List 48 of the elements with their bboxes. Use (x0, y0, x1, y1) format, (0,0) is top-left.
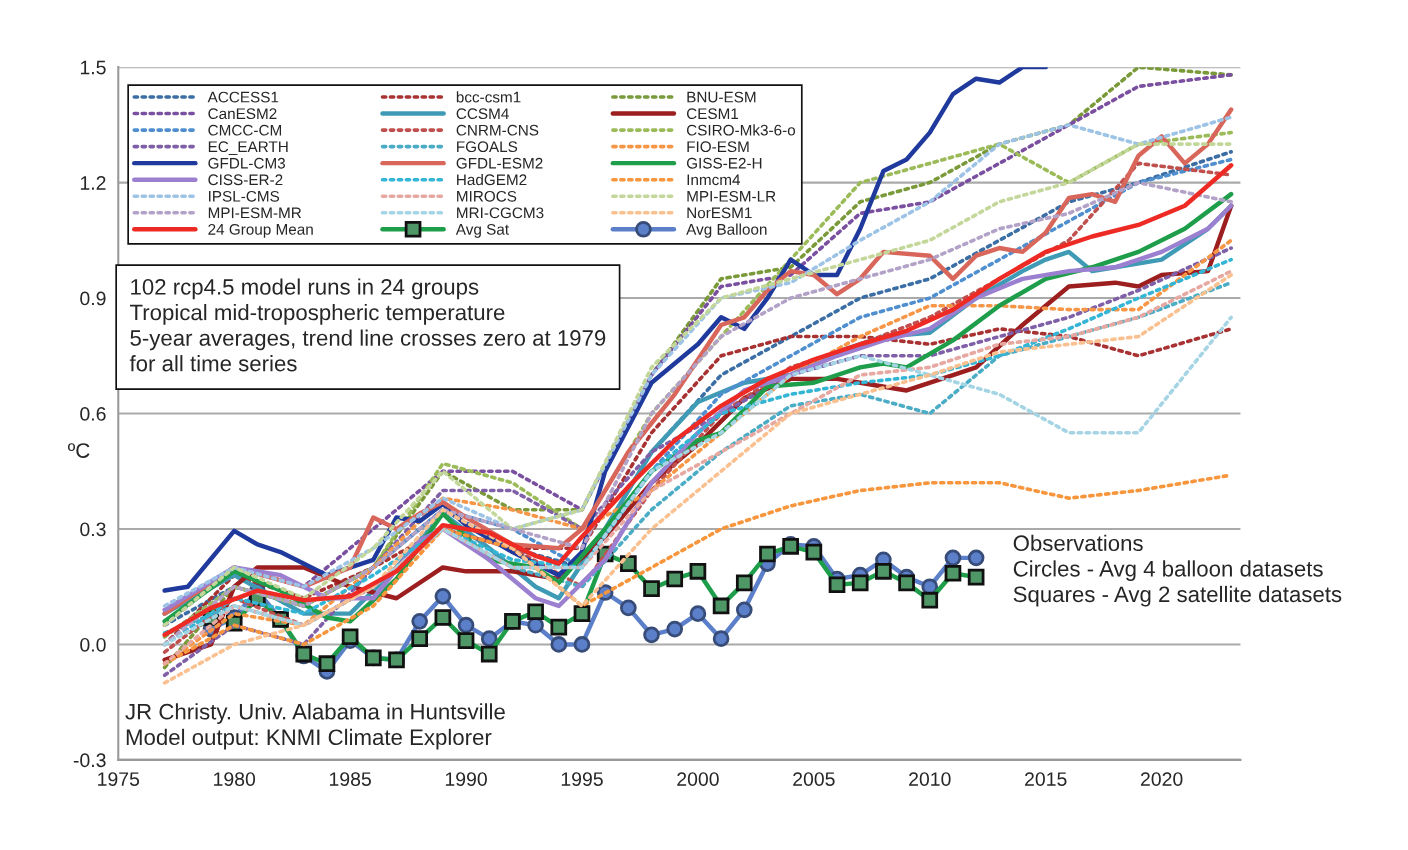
x-tick-label: 2020 (1140, 772, 1183, 786)
x-tick-label: 1975 (98, 772, 140, 786)
x-tick-label: 1995 (561, 772, 603, 786)
legend-label: GISS-E2-H (686, 157, 762, 169)
legend-label: Inmcm4 (687, 174, 741, 186)
legend-label: CCSM4 (456, 108, 509, 120)
y-axis-title: ºC (67, 443, 90, 458)
legend-label: ACCESS1 (207, 91, 279, 103)
legend-label: HadGEM2 (457, 173, 527, 186)
legend-label: CanESM2 (208, 108, 277, 120)
legend-label: 24 Group Mean (208, 223, 313, 238)
y-tick-label: -0.3 (73, 753, 106, 768)
legend-label: Avg Balloon (686, 223, 767, 238)
y-tick-label: 0.0 (80, 637, 106, 652)
annotation: Observations Circles - Avg 4 balloon datasets Squares - Avg 2 satellite datasets (1013, 534, 1342, 607)
y-tick-label: 0.3 (80, 522, 106, 537)
y-tick-label: 0.9 (80, 291, 106, 306)
annotation: 102 rcp4.5 model runs in 24 groups Tropical mid-tropospheric temperature 5-year averages, trend line crosses zero at 1979 for all time series (129, 278, 606, 372)
legend-label: MIROCS (457, 190, 517, 202)
legend-label: IPSL-CMS (209, 190, 280, 202)
x-tick-label: 2015 (1025, 772, 1067, 786)
legend-label: GFDL-ESM2 (456, 157, 543, 169)
legend-label: MPI-ESM-LR (687, 190, 776, 202)
legend-label: NorESM1 (687, 207, 752, 219)
legend-label: FGOALS (457, 141, 518, 153)
y-tick-label: 0.6 (80, 406, 106, 421)
y-tick-label: 1.5 (80, 60, 106, 75)
legend-label: CNRM-CNS (456, 124, 539, 136)
legend-label: GFDL-CM3 (208, 157, 286, 169)
legend-label: bcc-csm1 (456, 91, 521, 103)
x-tick-label: 2010 (909, 772, 951, 786)
legend-label: CESM1 (686, 108, 739, 120)
x-tick-label: 2000 (677, 772, 719, 786)
annotation: JR Christy. Univ. Alabama in Huntsville Model output: KNMI Climate Explorer (125, 703, 505, 750)
legend-label: CMCC-CM (208, 124, 282, 136)
y-tick-label: 1.2 (80, 176, 106, 190)
legend-label: EC_EARTH (208, 141, 288, 155)
legend-label: BNU-ESM (687, 91, 756, 103)
legend-label: MPI-ESM-MR (208, 207, 302, 219)
legend-label: CISS-ER-2 (208, 174, 283, 186)
legend-label: MRI-CGCM3 (457, 207, 544, 219)
x-tick-label: 2005 (793, 772, 835, 786)
legend-label: Avg Sat (455, 223, 509, 238)
x-tick-label: 1985 (329, 772, 371, 786)
legend-label: CSIRO-Mk3-6-o (686, 124, 796, 136)
x-tick-label: 1990 (445, 772, 487, 786)
x-tick-label: 1980 (214, 772, 256, 786)
legend-label: FIO-ESM (687, 141, 749, 153)
